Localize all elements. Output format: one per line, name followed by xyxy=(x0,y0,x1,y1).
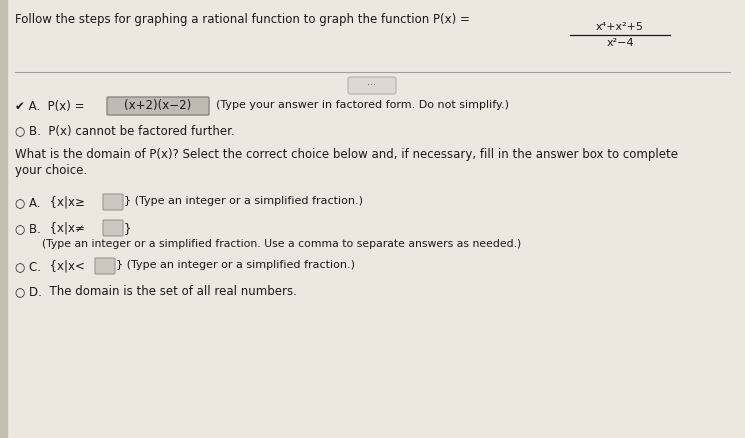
Text: (Type an integer or a simplified fraction. Use a comma to separate answers as ne: (Type an integer or a simplified fractio… xyxy=(42,239,521,249)
Text: ○ B.: ○ B. xyxy=(15,222,41,235)
Text: } (Type an integer or a simplified fraction.): } (Type an integer or a simplified fract… xyxy=(116,260,355,270)
Text: }: } xyxy=(124,222,132,235)
Text: your choice.: your choice. xyxy=(15,164,87,177)
Text: What is the domain of P(x)? Select the correct choice below and, if necessary, f: What is the domain of P(x)? Select the c… xyxy=(15,148,678,161)
Text: {x|x≥: {x|x≥ xyxy=(42,196,85,209)
Text: } (Type an integer or a simplified fraction.): } (Type an integer or a simplified fract… xyxy=(124,196,363,206)
Text: ···: ··· xyxy=(367,81,376,91)
Text: ○ D.: ○ D. xyxy=(15,285,42,298)
Text: ○ B.  P(x) cannot be factored further.: ○ B. P(x) cannot be factored further. xyxy=(15,124,235,137)
FancyBboxPatch shape xyxy=(95,258,115,274)
Text: (x+2)(x−2): (x+2)(x−2) xyxy=(124,99,191,113)
Text: (Type your answer in factored form. Do not simplify.): (Type your answer in factored form. Do n… xyxy=(216,100,509,110)
FancyBboxPatch shape xyxy=(348,77,396,94)
Text: ✔ A.  P(x) =: ✔ A. P(x) = xyxy=(15,100,84,113)
FancyBboxPatch shape xyxy=(103,194,123,210)
Text: x⁴+x²+5: x⁴+x²+5 xyxy=(596,22,644,32)
Text: x²−4: x²−4 xyxy=(606,38,634,48)
Text: The domain is the set of all real numbers.: The domain is the set of all real number… xyxy=(42,285,297,298)
Text: {x|x≠: {x|x≠ xyxy=(42,222,85,235)
Bar xyxy=(0,0,7,438)
Text: {x|x<: {x|x< xyxy=(42,260,85,273)
FancyBboxPatch shape xyxy=(107,97,209,115)
Text: ○ A.: ○ A. xyxy=(15,196,40,209)
Text: ○ C.: ○ C. xyxy=(15,260,41,273)
FancyBboxPatch shape xyxy=(103,220,123,236)
Text: Follow the steps for graphing a rational function to graph the function P(x) =: Follow the steps for graphing a rational… xyxy=(15,13,470,26)
